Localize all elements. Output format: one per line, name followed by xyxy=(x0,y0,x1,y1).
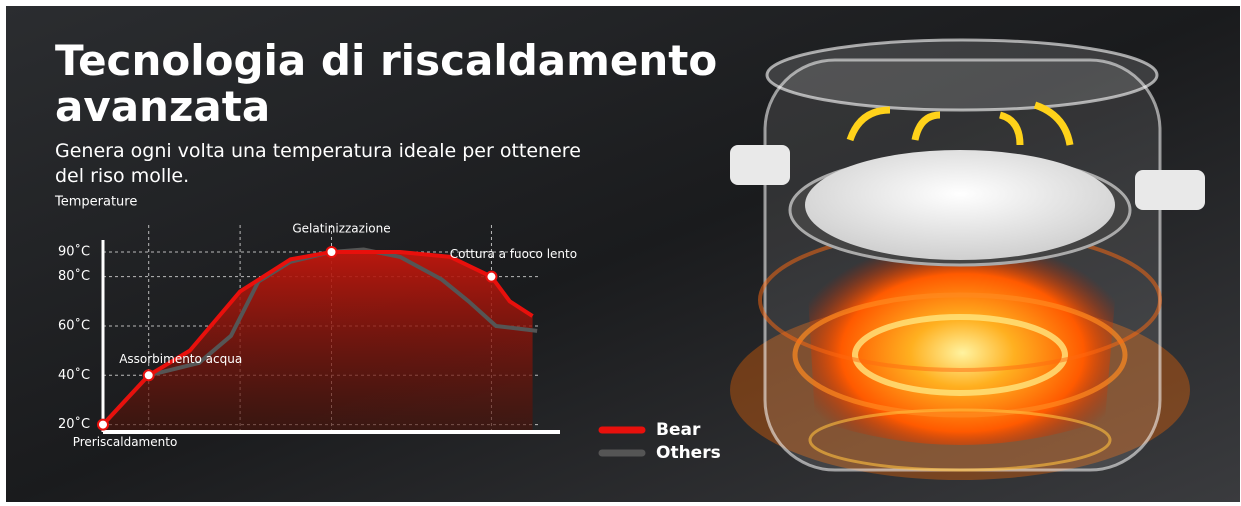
y-tick-label: 80˚C xyxy=(58,268,90,284)
y-axis-label: Temperature xyxy=(54,195,137,210)
y-tick-label: 20˚C xyxy=(58,416,90,432)
y-tick-label: 90˚C xyxy=(58,243,90,259)
subtitle: Genera ogni volta una temperatura ideale… xyxy=(55,139,615,189)
y-tick-label: 40˚C xyxy=(58,367,90,383)
rice-cooker xyxy=(730,40,1205,480)
annotation-marker xyxy=(98,420,108,430)
legend-label: Others xyxy=(656,443,721,463)
page: Temperature 20˚C 40˚C 60˚C 80˚C 90˚C Prerisca… xyxy=(0,0,1241,506)
annotation-marker xyxy=(144,370,154,380)
annotation-label: Cottura a fuoco lento xyxy=(450,247,577,261)
annotation-marker xyxy=(486,272,496,282)
annotation-marker xyxy=(327,247,337,257)
legend-label: Bear xyxy=(656,420,701,440)
annotation-label: Assorbimento acqua xyxy=(119,352,242,366)
title: Tecnologia di riscaldamento avanzata xyxy=(55,38,775,130)
annotation-label: Preriscaldamento xyxy=(73,435,178,449)
annotation-label: Gelatinizzazione xyxy=(292,221,390,235)
y-tick-label: 60˚C xyxy=(58,317,90,333)
